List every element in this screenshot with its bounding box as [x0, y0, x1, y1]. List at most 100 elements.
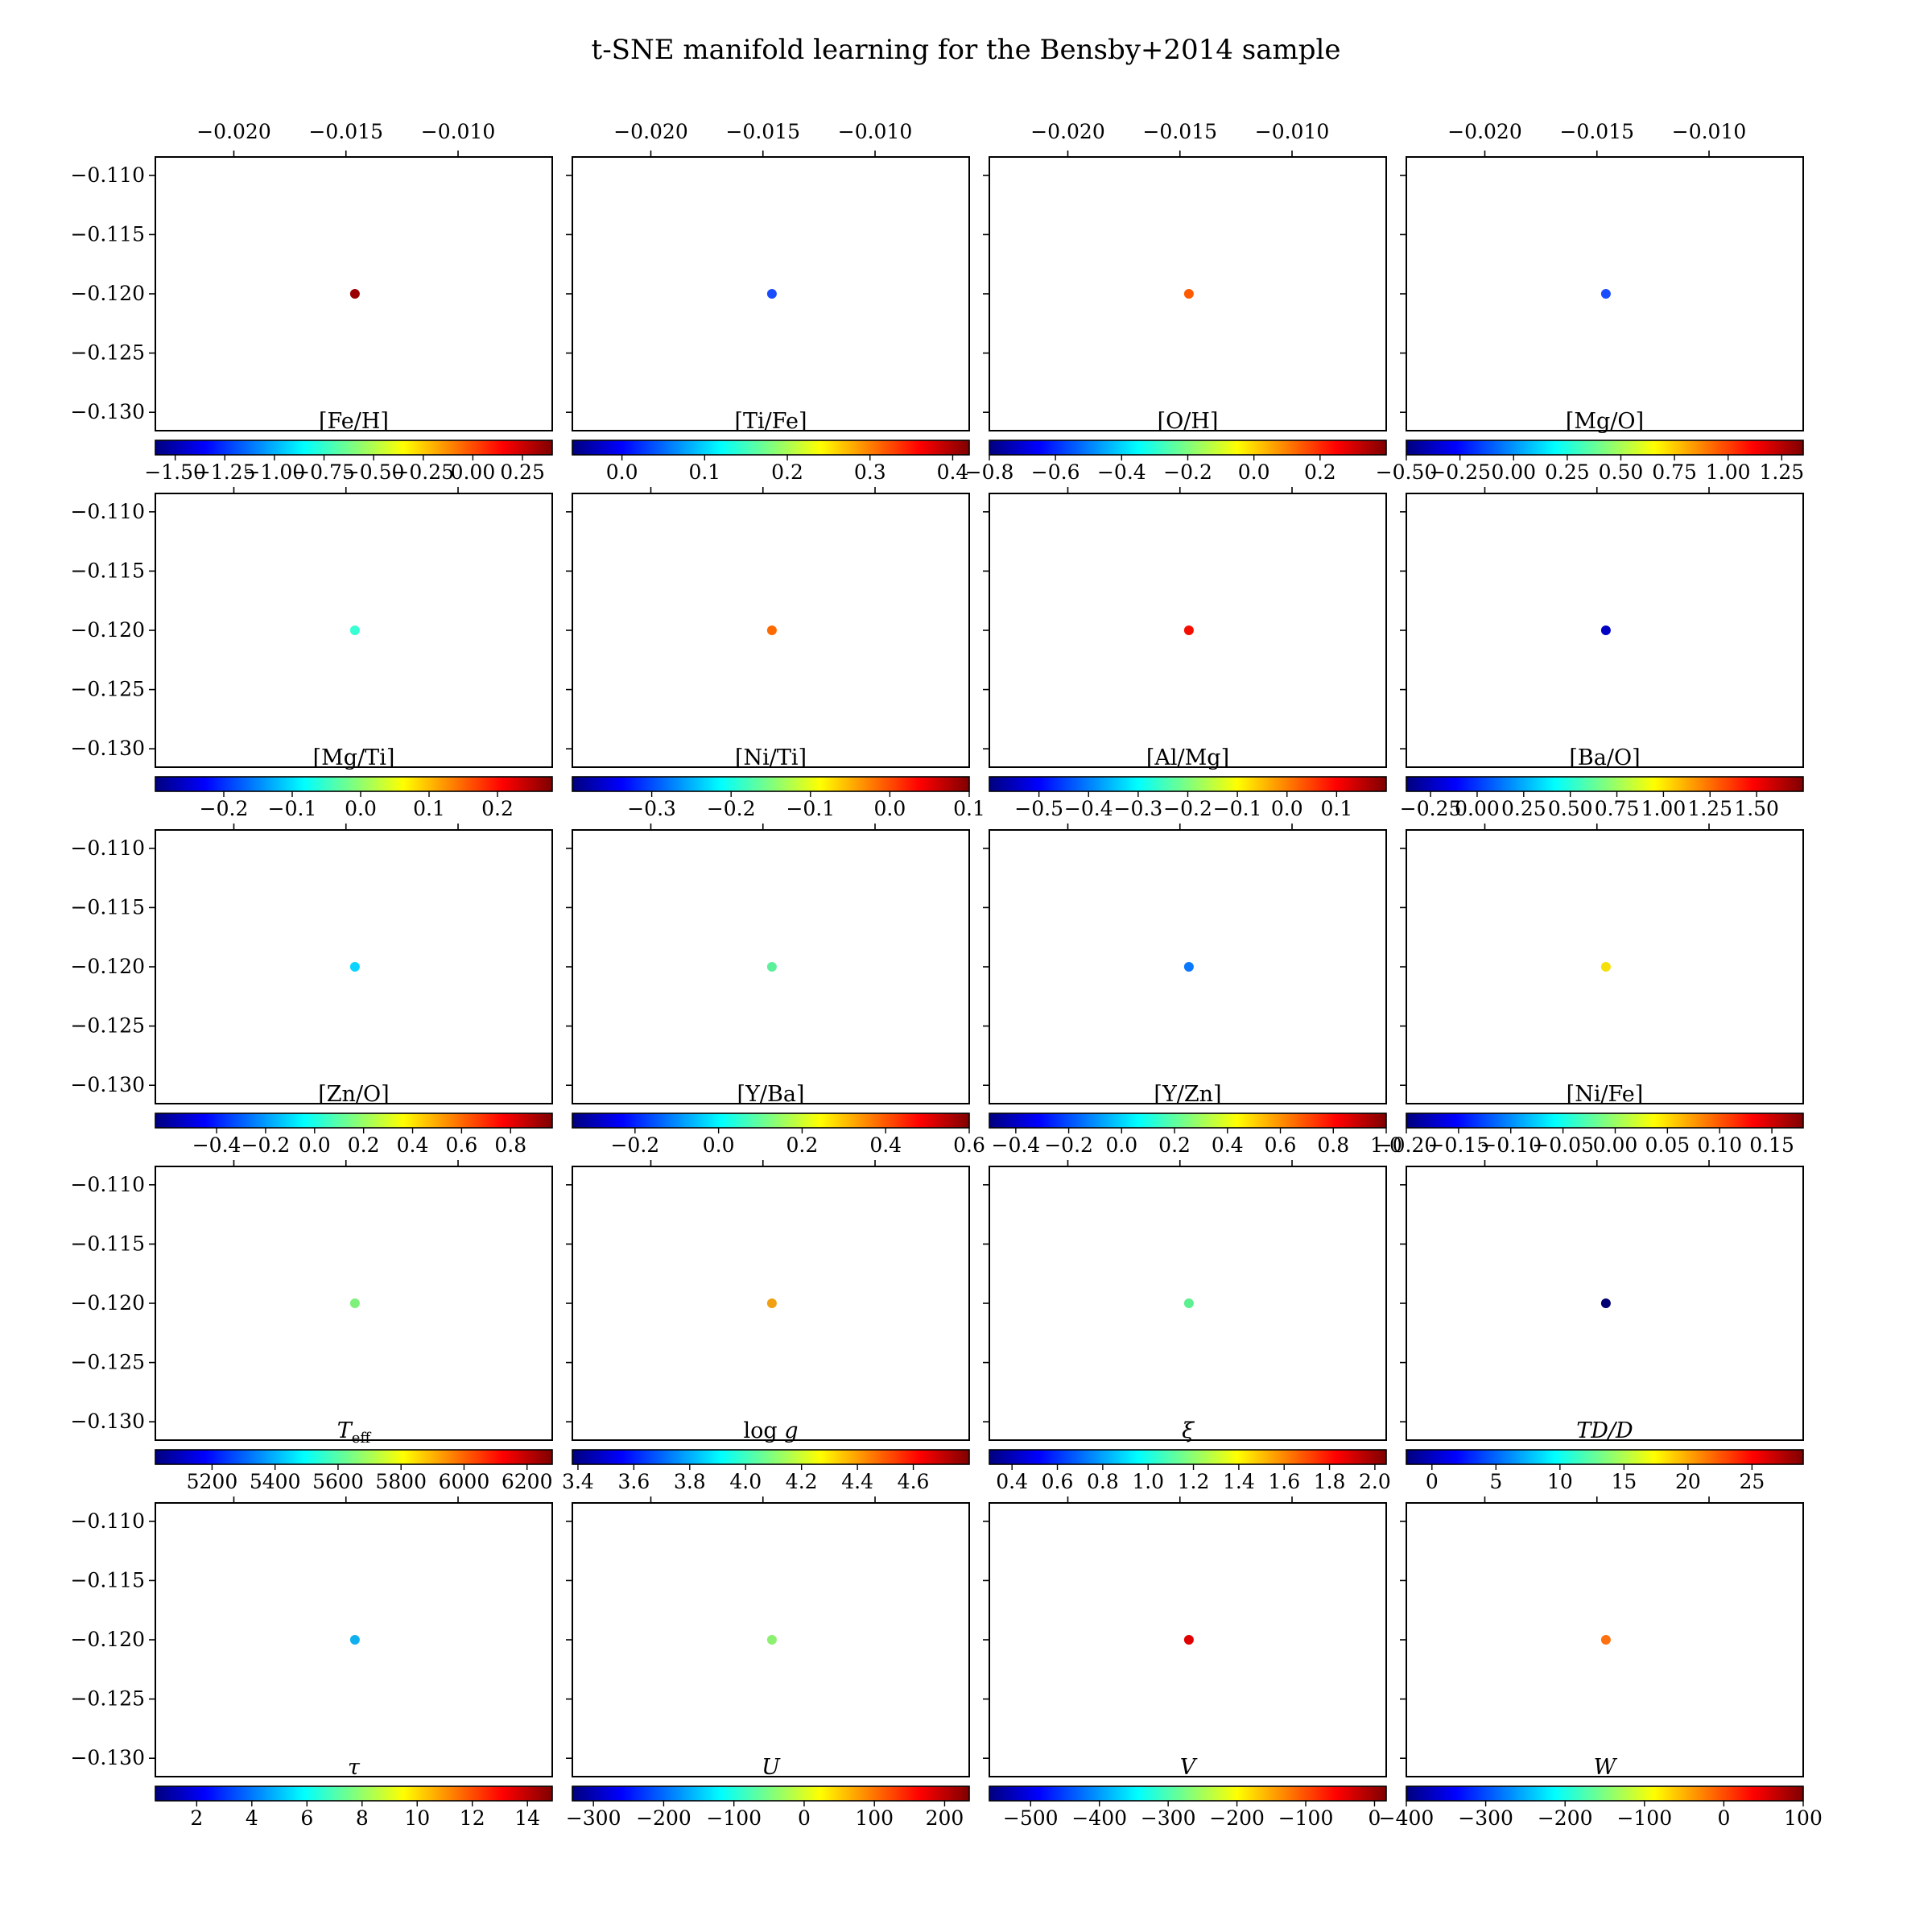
colorbar-tick-label: 0.75 — [1595, 797, 1640, 820]
colorbar-tick-label: 3.4 — [562, 1470, 594, 1493]
data-point — [349, 625, 360, 635]
panel-ba-o: −0.250.00 0.25 0.50 0.75 1.00 1.25 1.50 [Ba/O] — [1400, 487, 1804, 820]
colorbar-tick-label: −0.2 — [242, 1133, 291, 1157]
y-tick-label: −0.120 — [70, 955, 145, 978]
x-tick-label: −0.015 — [1559, 120, 1634, 143]
colorbar-tick-label: 0.50 — [1599, 460, 1644, 484]
colorbar-tick-label: 0.4 — [1212, 1133, 1244, 1157]
panel-label: W — [1594, 1755, 1618, 1780]
panel-grid: −0.110−0.115−0.120−0.125−0.130−0.020 −0.0… — [70, 120, 1822, 1830]
colorbar-tick-label: 1.50 — [1734, 797, 1779, 820]
colorbar — [989, 440, 1387, 456]
data-point — [349, 1298, 360, 1308]
y-tick-label: −0.115 — [70, 1568, 145, 1591]
colorbar-tick-label: −1.50 — [144, 460, 206, 484]
panel-label: [Mg/Ti] — [313, 745, 395, 770]
panel-fe-h: −0.110 −0.115 −0.120 −0.125 −0.130 −0.020 −0.0… — [70, 120, 553, 484]
colorbar-tick-label: 0.6 — [953, 1133, 985, 1157]
panel-label: TD/D — [1576, 1418, 1633, 1443]
colorbar-tick-label: −200 — [1209, 1806, 1265, 1830]
colorbar — [1406, 776, 1804, 792]
colorbar-tick-label: 0.2 — [1158, 1133, 1191, 1157]
colorbar-tick-label: 0.25 — [500, 460, 545, 484]
colorbar-tick-label: −0.4 — [192, 1133, 242, 1157]
colorbar-tick-label: −200 — [1538, 1806, 1593, 1830]
colorbar-tick-label: −100 — [1278, 1806, 1334, 1830]
colorbar — [572, 1449, 970, 1465]
colorbar-tick-label: −0.8 — [965, 460, 1014, 484]
panel-ni-fe: −0.20−0.15−0.10−0.050.00 0.05 0.10 0.15 [Ni/… — [1376, 824, 1804, 1157]
colorbar-tick-label: 0.25 — [1501, 797, 1546, 820]
y-tick-label: −0.125 — [70, 1014, 145, 1038]
x-tick-label: −0.010 — [1255, 120, 1330, 143]
colorbar-tick-label: 2 — [190, 1806, 203, 1830]
y-tick-label: −0.130 — [70, 400, 145, 423]
panel-label: [Y/Zn] — [1154, 1082, 1221, 1107]
colorbar-tick-label: −0.2 — [610, 1133, 659, 1157]
colorbar-tick-label: −0.25 — [1429, 460, 1491, 484]
panel-ti-fe: −0.020 −0.015 −0.010 0.0 0.1 0.2 0.3 0.4 [Ti/Fe] — [566, 120, 970, 484]
colorbar — [1406, 1113, 1804, 1129]
colorbar-tick-label: 4.2 — [786, 1470, 818, 1493]
panel-label: τ — [348, 1755, 361, 1780]
colorbar-tick-label: 0.0 — [874, 797, 906, 820]
colorbar-tick-label: 3.8 — [674, 1470, 706, 1493]
colorbar-tick-label: 0 — [1368, 1806, 1381, 1830]
x-tick-label: −0.015 — [725, 120, 800, 143]
colorbar-tick-label: 1.8 — [1314, 1470, 1346, 1493]
panel-label: U — [762, 1755, 781, 1780]
panel-label: [Ba/O] — [1569, 745, 1640, 770]
colorbar — [989, 1113, 1387, 1129]
colorbar-tick-label: −0.50 — [343, 460, 405, 484]
data-point — [1600, 962, 1611, 972]
colorbar-tick-label: −1.00 — [244, 460, 306, 484]
colorbar-tick-label: −0.2 — [1163, 460, 1212, 484]
data-point — [1600, 1298, 1611, 1308]
panel-tau: −0.110 −0.115 −0.120 −0.125 −0.130 2 4 6 8 10 12 14… — [70, 1496, 553, 1830]
x-tick-label: −0.020 — [1447, 120, 1522, 143]
data-point — [1600, 1635, 1611, 1645]
data-point — [349, 289, 360, 299]
colorbar-tick-label: −0.10 — [1480, 1133, 1542, 1157]
panel-label: [Mg/O] — [1566, 409, 1644, 434]
panel-label: ξ — [1182, 1418, 1195, 1443]
colorbar-tick-label: 0.6 — [446, 1133, 478, 1157]
data-point — [1183, 1635, 1194, 1645]
colorbar-tick-label: 0.3 — [854, 460, 886, 484]
colorbar-tick-label: −0.2 — [1044, 1133, 1093, 1157]
colorbar-tick-label: 0.0 — [703, 1133, 735, 1157]
colorbar — [155, 1113, 553, 1129]
colorbar-tick-label: 10 — [1547, 1470, 1573, 1493]
colorbar-tick-label: 6000 — [439, 1470, 490, 1493]
colorbar-tick-label: −0.4 — [1097, 460, 1146, 484]
panel-label: [Fe/H] — [319, 409, 389, 434]
colorbar-tick-label: 0.25 — [1545, 460, 1590, 484]
data-point — [1183, 625, 1194, 635]
colorbar — [989, 776, 1387, 792]
panel-label: Teff — [337, 1418, 372, 1447]
y-tick-label: −0.110 — [70, 1173, 145, 1196]
data-point — [766, 962, 777, 972]
colorbar — [572, 1113, 970, 1129]
x-tick-label: −0.015 — [1142, 120, 1217, 143]
colorbar-tick-label: −0.1 — [786, 797, 835, 820]
colorbar-tick-label: 0.4 — [996, 1470, 1028, 1493]
panel-u: −300 −200 −100 0 100 200 U — [566, 1496, 970, 1830]
colorbar-tick-label: −200 — [636, 1806, 691, 1830]
colorbar-tick-label: 0.50 — [1548, 797, 1593, 820]
colorbar-tick-label: −0.3 — [627, 797, 676, 820]
colorbar-tick-label: 0.1 — [1320, 797, 1352, 820]
colorbar-tick-label: 12 — [460, 1806, 485, 1830]
colorbar-tick-label: 1.25 — [1687, 797, 1732, 820]
colorbar-tick-label: 8 — [356, 1806, 369, 1830]
colorbar-tick-label: 0.6 — [1042, 1470, 1074, 1493]
colorbar-tick-label: 4.6 — [898, 1470, 930, 1493]
colorbar-tick-label: 5200 — [187, 1470, 238, 1493]
x-tick-label: −0.020 — [1030, 120, 1105, 143]
colorbar-tick-label: 100 — [855, 1806, 894, 1830]
colorbar-tick-label: −300 — [1458, 1806, 1513, 1830]
panel-al-mg: −0.5 −0.4 −0.3 −0.2 −0.1 0.0 0.1 [Al/Mg] — [983, 487, 1387, 820]
panel-mg-o: −0.020 −0.015 −0.010 −0.50−0.25 0.00 0.25 0.50… — [1376, 120, 1804, 484]
colorbar-tick-label: −0.2 — [707, 797, 756, 820]
